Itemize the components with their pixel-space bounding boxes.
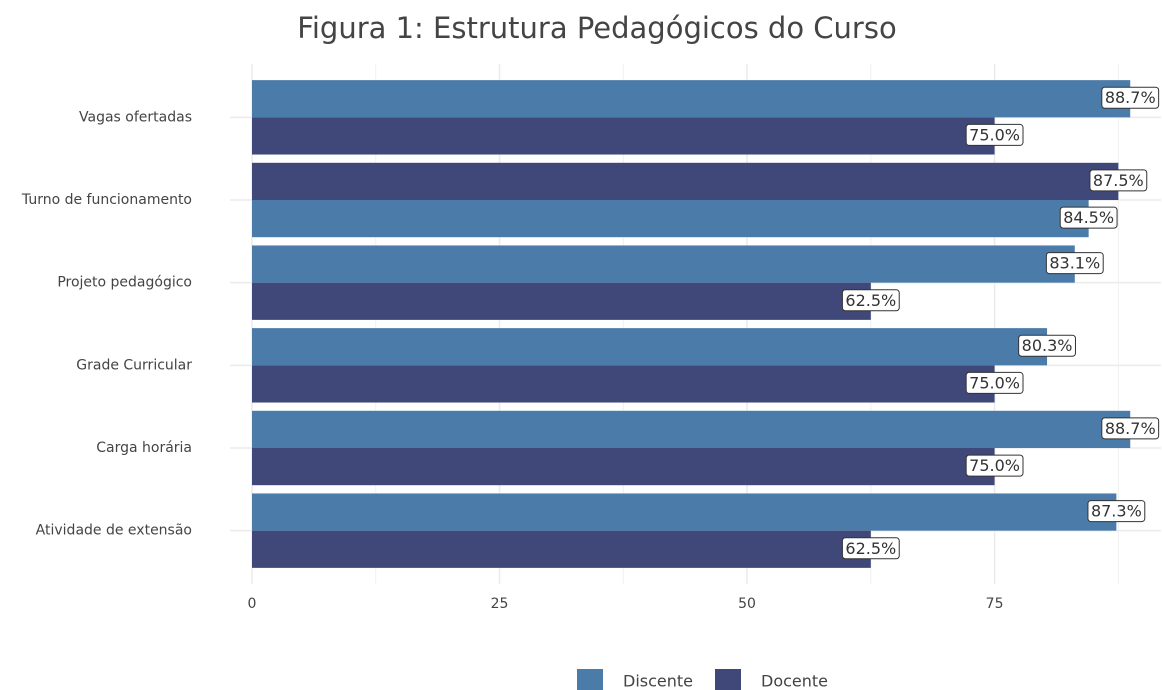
x-tick-label: 75: [986, 596, 1004, 612]
y-tick-label: Grade Curricular: [76, 357, 192, 373]
bar: [252, 410, 1131, 448]
bar: [252, 162, 1119, 200]
x-tick-label: 50: [738, 596, 756, 612]
bar: [252, 448, 995, 486]
value-label-box: [1087, 500, 1146, 523]
y-tick-label: Vagas ofertadas: [79, 109, 192, 125]
value-label-box: [1101, 417, 1160, 440]
legend-label: Discente: [623, 672, 693, 690]
value-label-box: [1101, 86, 1160, 109]
value-label: 62.5%: [845, 291, 896, 310]
value-label-box: [1059, 206, 1118, 229]
legend-swatch: [715, 669, 741, 690]
bar: [252, 80, 1131, 118]
bar: [252, 328, 1048, 366]
bar: [252, 365, 995, 403]
chart-title: Figura 1: Estrutura Pedagógicos do Curso: [297, 11, 896, 45]
value-label: 88.7%: [1105, 419, 1156, 438]
value-label: 88.7%: [1105, 88, 1156, 107]
value-label: 75.0%: [969, 373, 1020, 392]
value-label-box: [841, 537, 900, 560]
value-label-box: [1018, 334, 1076, 357]
value-label-box: [1045, 252, 1104, 275]
x-tick-label: 0: [248, 596, 257, 612]
value-label: 87.3%: [1091, 502, 1142, 521]
value-label: 87.5%: [1093, 171, 1144, 190]
bar: [252, 200, 1089, 238]
value-label-box: [1089, 169, 1148, 192]
value-label: 80.3%: [1022, 336, 1073, 355]
y-tick-label: Turno de funcionamento: [21, 192, 192, 208]
legend-label: Docente: [761, 672, 828, 690]
y-tick-label: Projeto pedagógico: [57, 275, 192, 291]
bar: [252, 117, 995, 155]
bar: [252, 493, 1117, 531]
value-label: 75.0%: [969, 125, 1020, 144]
bar: [252, 245, 1075, 283]
y-tick-label: Carga horária: [96, 440, 192, 456]
value-label-box: [965, 123, 1024, 146]
value-label: 62.5%: [845, 539, 896, 558]
value-label-box: [965, 371, 1024, 394]
value-label: 84.5%: [1063, 208, 1114, 227]
legend-swatch: [577, 669, 603, 690]
x-tick-label: 25: [491, 596, 509, 612]
value-label: 83.1%: [1049, 254, 1100, 273]
bar: [252, 282, 871, 320]
y-tick-label: Atividade de extensão: [36, 523, 192, 539]
value-label-box: [841, 289, 900, 312]
value-label: 75.0%: [969, 456, 1020, 475]
value-label-box: [965, 454, 1024, 477]
bar: [252, 530, 871, 568]
